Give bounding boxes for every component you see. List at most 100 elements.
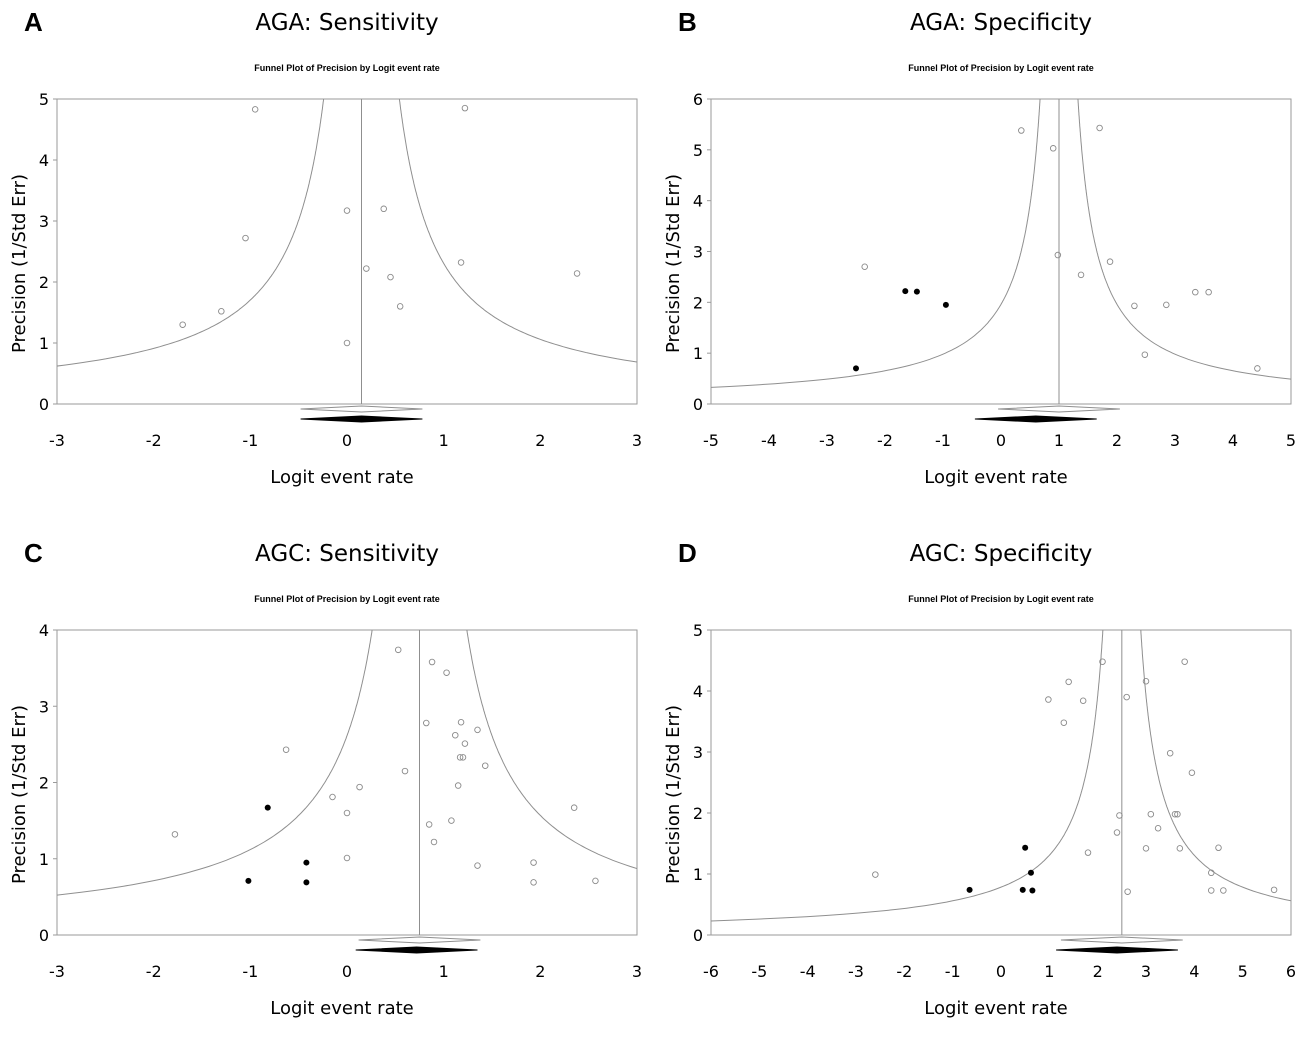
observed-study-point <box>1065 678 1072 686</box>
observed-study-point <box>425 821 433 828</box>
x-tick-label: -1 <box>242 962 258 981</box>
y-tick-label: 0 <box>693 395 703 414</box>
observed-study-point <box>394 646 402 654</box>
observed-study-point <box>1171 810 1179 818</box>
observed-study-point <box>343 854 351 862</box>
x-tick-label: 2 <box>1112 431 1122 450</box>
observed-study-point <box>461 740 469 747</box>
y-tick-label: 3 <box>39 697 49 716</box>
observed-study-point <box>1113 829 1121 836</box>
y-tick-label: 4 <box>39 151 49 170</box>
funnel-left-limit <box>711 630 1104 922</box>
x-tick-label: 2 <box>535 431 545 450</box>
x-tick-label: 1 <box>439 962 449 981</box>
imputed-study-point <box>902 288 909 295</box>
observed-study-point <box>396 303 404 310</box>
observed-study-point <box>1106 258 1114 265</box>
panel-title: AGC: Sensitivity <box>255 541 439 567</box>
observed-study-point <box>1049 145 1057 152</box>
x-tick-label: -1 <box>935 431 951 450</box>
y-tick-label: 1 <box>39 850 49 869</box>
funnel-right-limit <box>466 630 637 870</box>
panel-letter: D <box>678 538 697 568</box>
plot-frame <box>56 629 638 936</box>
y-tick-label: 2 <box>39 774 49 793</box>
observed-study-point <box>481 762 489 769</box>
imputed-study-point <box>1027 869 1034 876</box>
imputed-study-point <box>966 886 973 893</box>
panel-letter: C <box>24 538 43 568</box>
y-tick-label: 2 <box>693 293 703 312</box>
observed-study-point <box>251 106 259 113</box>
panel-letter: B <box>678 7 697 37</box>
y-axis-label: Precision (1/Std Err) <box>663 705 684 884</box>
y-tick-label: 5 <box>693 621 703 640</box>
observed-study-point <box>1176 845 1184 852</box>
y-tick-label: 2 <box>693 804 703 823</box>
observed-study-point <box>1131 302 1138 310</box>
observed-study-point <box>428 658 436 666</box>
x-tick-label: 3 <box>632 962 642 981</box>
funnel-plot-svg: D AGC: Specificity Funnel Plot of Precisio… <box>663 538 1296 1019</box>
x-tick-label: -3 <box>49 962 65 981</box>
observed-study-point <box>1163 301 1170 309</box>
imputed-study-point <box>245 877 252 884</box>
observed-study-point <box>1099 658 1106 665</box>
y-tick-label: 1 <box>693 865 703 884</box>
imputed-study-point <box>264 804 271 811</box>
observed-study-point <box>343 339 351 347</box>
plot-frame <box>56 98 638 405</box>
observed-study-point <box>452 731 459 739</box>
observed-study-point <box>1060 719 1068 726</box>
x-axis-label: Logit event rate <box>270 998 413 1019</box>
x-tick-label: -1 <box>945 962 961 981</box>
plot-subtitle: Funnel Plot of Precision by Logit event … <box>908 63 1094 73</box>
x-tick-label: 4 <box>1189 962 1199 981</box>
observed-study-point <box>218 308 225 315</box>
y-tick-label: 4 <box>39 621 49 640</box>
observed-summary-diamond <box>358 936 481 944</box>
imputed-study-point <box>853 365 859 372</box>
imputed-study-point <box>303 859 310 866</box>
observed-study-point <box>1208 887 1215 894</box>
funnel-right-limit <box>1140 630 1291 902</box>
x-tick-label: 2 <box>535 962 545 981</box>
y-tick-label: 3 <box>39 212 49 231</box>
adjusted-summary-diamond <box>1056 946 1178 954</box>
imputed-study-point <box>913 288 920 295</box>
x-tick-label: -4 <box>761 431 777 450</box>
observed-study-point <box>457 259 465 266</box>
funnel-right-limit <box>398 99 637 363</box>
funnel-plot-svg: B AGA: Specificity Funnel Plot of Precisio… <box>663 7 1296 488</box>
observed-study-point <box>456 754 464 761</box>
imputed-study-point <box>1019 886 1026 893</box>
x-tick-label: 0 <box>996 431 1006 450</box>
x-tick-label: 0 <box>342 962 352 981</box>
observed-study-point <box>530 859 537 866</box>
observed-study-point <box>530 879 537 886</box>
y-tick-label: 2 <box>39 273 49 292</box>
x-tick-label: 5 <box>1286 431 1296 450</box>
adjusted-summary-diamond <box>974 415 1097 423</box>
observed-study-point <box>171 831 179 838</box>
observed-study-point <box>343 207 351 214</box>
observed-study-point <box>1079 697 1087 705</box>
x-tick-label: 3 <box>1141 962 1151 981</box>
y-tick-label: 0 <box>39 395 49 414</box>
observed-study-point <box>1123 693 1130 701</box>
funnel-lines <box>711 630 1291 935</box>
observed-study-point <box>282 746 290 753</box>
x-axis-label: Logit event rate <box>924 998 1067 1019</box>
plot-subtitle: Funnel Plot of Precision by Logit event … <box>254 594 440 604</box>
observed-study-point <box>1096 124 1103 132</box>
x-tick-label: 1 <box>1054 431 1064 450</box>
observed-study-point <box>1215 844 1222 852</box>
observed-study-point <box>1142 677 1150 685</box>
y-tick-label: 0 <box>39 926 49 945</box>
observed-study-point <box>380 205 387 213</box>
funnel-left-limit <box>57 99 325 367</box>
chart-panel-b: B AGA: Specificity Funnel Plot of Precisio… <box>654 0 1307 509</box>
x-tick-label: -3 <box>49 431 65 450</box>
x-tick-label: -6 <box>703 962 719 981</box>
observed-study-point <box>454 782 462 789</box>
